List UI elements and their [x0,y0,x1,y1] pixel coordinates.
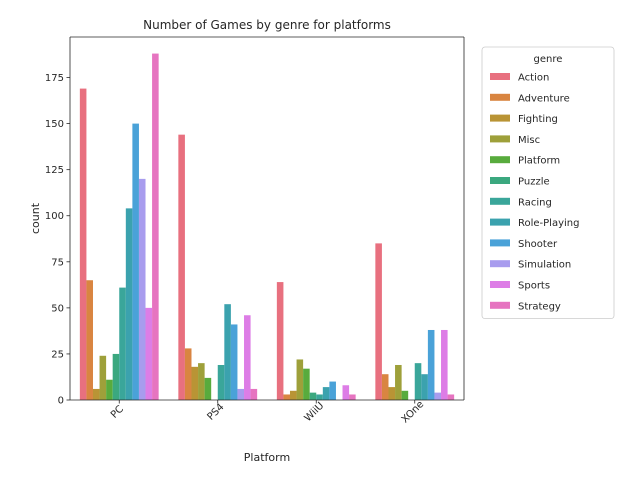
bar-sports-wiiu [342,385,350,400]
y-axis-label: count [29,202,42,234]
bar-action-xone [375,243,382,400]
x-tick-label: PC [109,404,126,421]
bar-puzzle-wiiu [309,392,317,400]
x-tick-label: WiiU [303,400,327,424]
bar-fighting-wiiu [289,390,297,400]
bar-role-playing-xone [421,374,428,400]
bar-shooter-xone [427,329,435,400]
legend-label-sports: Sports [518,281,550,292]
bar-fighting-ps4 [191,366,199,400]
bar-role-playing-ps4 [224,304,231,400]
bar-simulation-ps4 [237,388,245,400]
bar-action-pc [79,88,87,400]
x-tick-label: XOne [400,399,427,426]
bar-fighting-pc [92,388,100,400]
legend-swatch-platform [490,156,510,164]
y-tick-label: 150 [45,119,64,130]
legend-label-role-playing: Role-Playing [518,218,579,229]
bar-role-playing-pc [125,208,133,400]
legend-label-adventure: Adventure [518,93,570,104]
y-tick-label: 125 [45,165,64,176]
legend-label-strategy: Strategy [518,301,561,312]
legend: genre Action Adventure Fighting Misc Platfor… [481,46,615,320]
y-tick-label: 100 [45,211,64,222]
bar-adventure-pc [86,280,93,400]
bar-strategy-wiiu [349,394,356,400]
bar-strategy-xone [447,394,455,400]
bar-sports-pc [145,307,153,400]
legend-label-fighting: Fighting [518,114,558,125]
legend-swatch-misc [490,135,510,143]
y-tick-label: 25 [51,349,64,360]
bar-shooter-pc [132,123,139,400]
x-tick-label: PS4 [205,402,226,423]
bar-simulation-pc [138,178,146,400]
bar-platform-pc [106,379,113,400]
x-axis-label: Platform [244,451,290,464]
bar-misc-wiiu [296,359,304,400]
legend-title: genre [534,54,563,65]
bar-action-wiiu [276,282,284,400]
bar-racing-ps4 [217,364,225,400]
legend-swatch-sports [490,281,510,288]
legend-label-racing: Racing [518,197,552,208]
legend-label-platform: Platform [518,156,560,167]
bar-strategy-pc [152,53,159,400]
legend-label-puzzle: Puzzle [518,177,550,188]
bar-platform-wiiu [303,368,310,400]
chart-title: Number of Games by genre for platforms [143,18,391,32]
bar-action-ps4 [178,134,185,400]
y-tick-label: 50 [51,303,64,314]
bar-racing-pc [119,287,126,400]
legend-label-shooter: Shooter [518,239,558,250]
bar-adventure-wiiu [283,394,290,400]
bar-shooter-ps4 [230,324,238,400]
y-tick-label: 0 [58,396,64,407]
legend-swatch-shooter [490,239,510,247]
legend-swatch-simulation [490,260,510,268]
bar-strategy-ps4 [250,388,258,400]
legend-label-misc: Misc [518,135,540,146]
bar-racing-wiiu [316,394,323,400]
bar-shooter-wiiu [329,381,336,400]
legend-swatch-strategy [490,301,510,309]
bar-simulation-xone [434,392,442,400]
bar-sports-ps4 [244,315,251,400]
legend-swatch-puzzle [490,177,510,184]
bars-group [79,53,455,400]
legend-swatch-racing [490,197,510,205]
bar-misc-pc [99,355,107,400]
bar-platform-xone [401,390,409,400]
bar-sports-xone [441,329,448,400]
bar-role-playing-wiiu [322,387,330,400]
bar-fighting-xone [388,387,396,400]
bar-adventure-ps4 [184,348,192,400]
legend-swatch-action [490,73,510,80]
legend-frame [481,46,615,320]
bar-platform-ps4 [204,377,212,400]
legend-swatch-adventure [490,93,510,101]
legend-swatch-fighting [490,114,510,122]
bar-racing-xone [414,363,422,400]
y-tick-label: 175 [45,73,64,84]
bar-misc-xone [395,364,402,400]
legend-label-action: Action [518,73,549,84]
legend-swatch-role-playing [490,218,510,226]
legend-label-simulation: Simulation [518,260,571,271]
y-tick-label: 75 [51,257,64,268]
bar-adventure-xone [381,374,389,400]
bar-misc-ps4 [198,363,205,400]
bar-puzzle-pc [112,353,120,400]
